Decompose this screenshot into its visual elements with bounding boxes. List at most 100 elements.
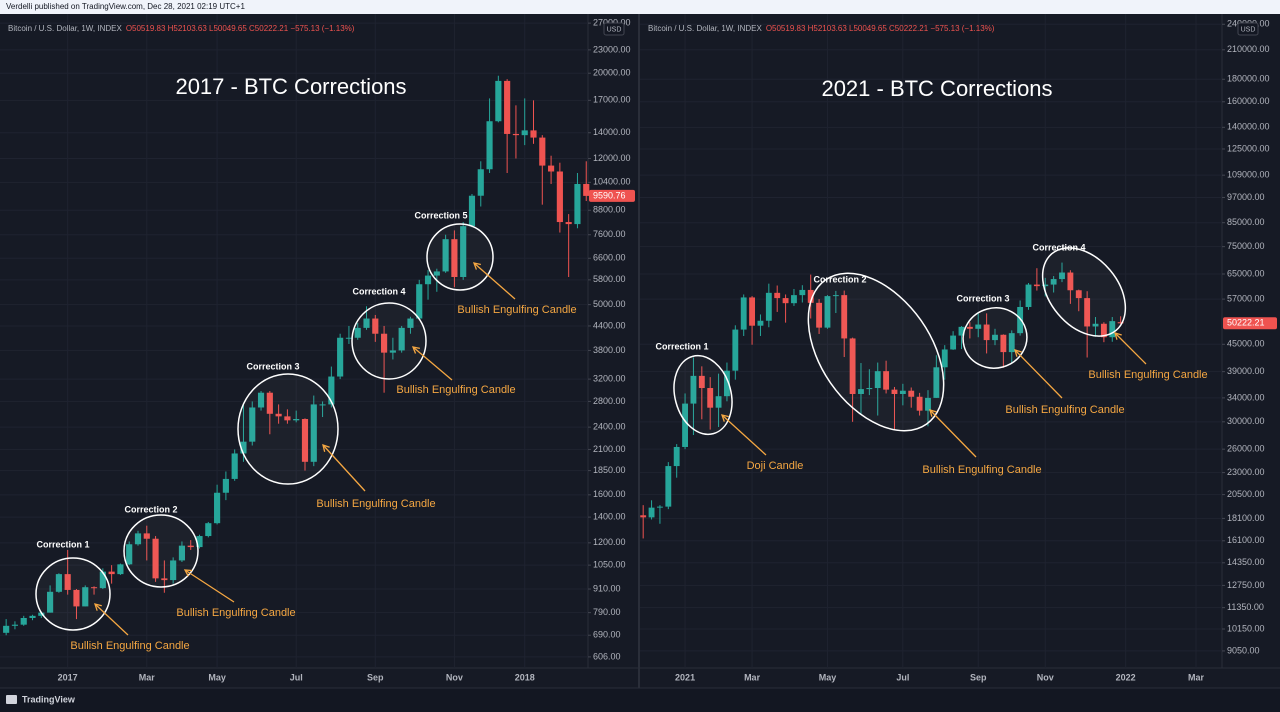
candle-body	[354, 327, 361, 338]
correction-circle	[237, 373, 339, 485]
y-tick-label: 26000.00	[1227, 444, 1265, 454]
candle-body	[222, 478, 229, 493]
candle-body	[126, 544, 133, 565]
y-tick-label: 3200.00	[593, 373, 626, 383]
candle-body	[512, 133, 520, 136]
chart-title: 2021 - BTC Corrections	[821, 76, 1052, 101]
candle-body	[398, 327, 405, 351]
y-tick-label: 34000.00	[1227, 392, 1265, 402]
correction-circle	[35, 557, 111, 631]
y-tick-label: 160000.00	[1227, 96, 1270, 106]
candle-body	[858, 389, 864, 394]
candle-body	[90, 587, 98, 589]
candle-body	[707, 388, 714, 408]
arrow-line	[94, 603, 129, 636]
candle-body	[757, 320, 764, 326]
candle-body	[372, 318, 379, 334]
y-tick-label: 75000.00	[1227, 241, 1265, 251]
candle-body	[657, 506, 663, 508]
y-tick-label: 1050.00	[593, 560, 626, 570]
correction-note: Bullish Engulfing Candle	[176, 607, 295, 619]
y-tick-label: 125000.00	[1227, 143, 1270, 153]
y-tick-label: 210000.00	[1227, 44, 1270, 54]
y-tick-label: 690.00	[593, 630, 621, 640]
candle-body	[1033, 284, 1040, 287]
x-tick-label: Jul	[896, 672, 909, 682]
correction-label: Correction 1	[36, 539, 89, 549]
arrow-line	[184, 569, 235, 603]
candle-body	[451, 239, 458, 277]
candle-body	[749, 297, 756, 326]
candle-body	[161, 578, 168, 581]
arrow-line	[412, 346, 453, 381]
candle-body	[849, 338, 856, 394]
candle-body	[381, 333, 388, 353]
candle-body	[47, 591, 54, 613]
correction-label: Correction 5	[414, 210, 467, 220]
footer-text: TradingView	[22, 694, 76, 704]
candle-body	[1025, 284, 1032, 307]
arrow-line	[473, 262, 516, 300]
correction-label: Correction 4	[352, 286, 405, 296]
candle-body	[866, 388, 873, 390]
candle-body	[143, 533, 150, 539]
candle-body	[648, 507, 655, 518]
y-tick-label: 7600.00	[593, 229, 626, 239]
candle-body	[874, 371, 881, 389]
candle-body	[1084, 298, 1091, 327]
candle-body	[765, 292, 772, 321]
correction-note: Bullish Engulfing Candle	[1088, 369, 1207, 381]
y-tick-label: 10400.00	[593, 177, 631, 187]
candle-body	[504, 80, 511, 134]
chart: 606.00 690.00 790.00 910.00 1050.00 1200.00 14…	[0, 14, 638, 682]
candle-body	[925, 397, 931, 411]
chart: 9050.00 10150.00 11350.00 12750.00 14350.00 1…	[640, 14, 1280, 682]
correction-note: Doji Candle	[747, 460, 804, 472]
candle-body	[1075, 290, 1082, 299]
candle-body	[824, 296, 831, 328]
arrow-head	[322, 443, 330, 452]
y-tick-label: 45000.00	[1227, 339, 1265, 349]
x-tick-label: Nov	[446, 672, 463, 682]
candle-body	[574, 183, 581, 225]
arrow-head	[720, 414, 729, 422]
candle-body	[832, 295, 839, 297]
candle-body	[1100, 323, 1107, 338]
arrow-head	[94, 603, 102, 611]
legend-symbol: Bitcoin / U.S. Dollar, 1W, INDEX	[648, 24, 762, 33]
y-tick-label: 1850.00	[593, 465, 626, 475]
candle-body	[240, 441, 247, 454]
correction-note: Bullish Engulfing Candle	[396, 384, 515, 396]
candle-body	[231, 453, 238, 479]
candle-body	[883, 371, 890, 390]
candle-body	[891, 389, 898, 394]
candle-body	[816, 302, 823, 328]
legend-values: O50519.83 H52103.63 L50049.65 C50222.21 …	[126, 24, 355, 33]
y-tick-label: 2800.00	[593, 396, 626, 406]
candle-body	[899, 390, 906, 394]
arrow-line	[1114, 332, 1147, 365]
chart-title: 2017 - BTC Corrections	[175, 74, 406, 99]
candle-body	[214, 492, 221, 524]
candle-body	[583, 183, 590, 196]
y-tick-label: 606.00	[593, 651, 621, 661]
correction-circle	[426, 223, 494, 291]
correction-note: Bullish Engulfing Candle	[316, 498, 435, 510]
candle-body	[389, 350, 396, 353]
candle-body	[337, 337, 344, 377]
x-tick-label: May	[819, 672, 837, 682]
candle-body	[134, 533, 142, 545]
y-tick-label: 57000.00	[1227, 293, 1265, 303]
y-tick-label: 23000.00	[593, 44, 631, 54]
y-tick-label: 39000.00	[1227, 366, 1265, 376]
candle-body	[539, 137, 546, 166]
candle-body	[950, 335, 957, 350]
candle-body	[1067, 272, 1074, 291]
currency-badge	[1237, 22, 1259, 36]
candle-body	[29, 615, 36, 619]
candle-body	[1042, 284, 1049, 287]
candle-body	[958, 326, 965, 336]
candle-body	[673, 446, 680, 467]
candle-body	[11, 624, 19, 626]
